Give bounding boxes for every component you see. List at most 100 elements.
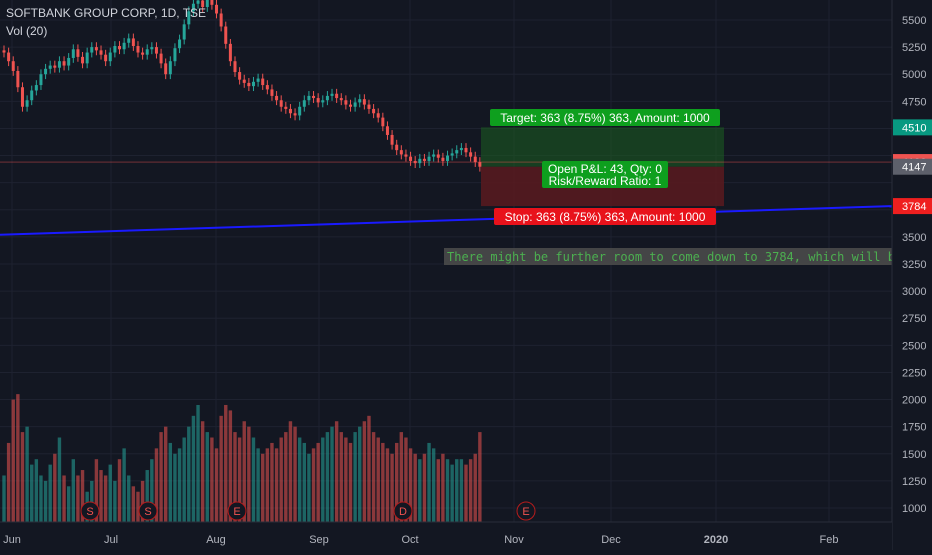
candle-body bbox=[104, 54, 108, 62]
volume-bar bbox=[219, 415, 223, 522]
volume-bar bbox=[473, 453, 477, 522]
candle-body bbox=[275, 95, 279, 101]
volume-bar bbox=[196, 404, 200, 522]
candle-body bbox=[136, 46, 140, 53]
volume-bar bbox=[117, 459, 122, 522]
candle-body bbox=[469, 152, 473, 157]
event-marker-circle bbox=[80, 501, 100, 521]
candle-body bbox=[127, 38, 131, 43]
annotation-bg bbox=[444, 248, 892, 265]
time-axis[interactable]: Jun Jul Aug Sep Oct Nov Dec 2020 Feb bbox=[0, 521, 892, 550]
annotation-text: There might be further room to come down… bbox=[447, 250, 932, 264]
candle-body bbox=[478, 162, 482, 167]
volume-bars bbox=[2, 394, 482, 522]
volume-bar bbox=[408, 448, 413, 522]
volume-bar bbox=[53, 453, 57, 522]
volume-bar bbox=[348, 442, 353, 522]
volume-bar bbox=[99, 470, 103, 522]
event-marker-letter: E bbox=[233, 506, 240, 518]
volume-bar bbox=[76, 475, 80, 522]
volume-bar bbox=[191, 415, 196, 522]
candle-body bbox=[238, 72, 242, 80]
candle-body bbox=[39, 74, 43, 86]
volume-bar bbox=[284, 432, 288, 522]
volume-bar bbox=[113, 480, 117, 522]
volume-bar bbox=[431, 448, 436, 522]
time-tick-label: Aug bbox=[206, 534, 226, 546]
target-label-bg bbox=[490, 109, 720, 126]
volume-bar bbox=[353, 432, 357, 522]
candle-body bbox=[455, 150, 459, 154]
candle-body bbox=[284, 106, 288, 109]
volume-bar bbox=[224, 404, 228, 522]
volume-bar bbox=[182, 437, 186, 522]
time-tick-label: Sep bbox=[309, 534, 329, 546]
price-tick-label: 2500 bbox=[902, 340, 926, 352]
volume-bar bbox=[62, 475, 66, 522]
volume-bar bbox=[48, 464, 52, 522]
volume-bar bbox=[358, 426, 362, 522]
price-tick-label: 1500 bbox=[902, 449, 926, 461]
volume-bar bbox=[325, 432, 330, 522]
candle-body bbox=[76, 49, 80, 57]
volume-bar bbox=[441, 453, 445, 522]
volume-bar bbox=[450, 464, 454, 522]
candle-body bbox=[159, 53, 163, 64]
price-axis[interactable]: 5500525050004750375035003250300027502500… bbox=[891, 0, 932, 550]
volume-bar bbox=[399, 432, 404, 522]
volume-bar bbox=[251, 437, 256, 522]
price-tick-label: 5250 bbox=[902, 42, 926, 54]
price-tick-label: 4750 bbox=[902, 96, 926, 108]
candle-body bbox=[25, 100, 29, 107]
event-marker: S bbox=[80, 501, 100, 521]
candle-body bbox=[113, 46, 117, 53]
volume-bar bbox=[159, 432, 163, 522]
candle-body bbox=[321, 100, 325, 103]
volume-bar bbox=[344, 437, 348, 522]
price-badge-bg bbox=[893, 119, 932, 136]
price-tick-label: 1000 bbox=[902, 503, 926, 515]
candle-body bbox=[302, 100, 306, 107]
candle-body bbox=[418, 158, 422, 164]
candle-body bbox=[224, 26, 228, 44]
candle-body bbox=[53, 65, 57, 68]
event-marker-circle bbox=[393, 501, 413, 521]
candle-body bbox=[20, 87, 24, 107]
trendline[interactable] bbox=[0, 205, 893, 236]
volume-bar bbox=[145, 470, 149, 522]
price-tick-label: 3500 bbox=[902, 232, 926, 244]
volume-bar bbox=[362, 421, 367, 522]
time-tick-label: Feb bbox=[820, 534, 839, 546]
candle-body bbox=[446, 155, 450, 161]
candle-body bbox=[256, 78, 260, 82]
price-badge: 4510 bbox=[893, 119, 932, 136]
volume-bar bbox=[39, 475, 43, 522]
candle-body bbox=[228, 43, 232, 62]
time-tick-label: Dec bbox=[601, 534, 621, 546]
volume-bar bbox=[16, 394, 20, 522]
volume-indicator-label[interactable]: Vol (20) bbox=[6, 24, 48, 38]
price-tick-label: 1250 bbox=[902, 476, 926, 488]
volume-bar bbox=[413, 453, 417, 522]
candle-body bbox=[57, 61, 61, 68]
volume-bar bbox=[468, 459, 473, 522]
volume-bar bbox=[94, 459, 99, 522]
candle-body bbox=[150, 47, 154, 50]
candle-body bbox=[164, 63, 168, 75]
candle-body bbox=[141, 52, 145, 55]
volume-bar bbox=[367, 415, 371, 522]
candle-body bbox=[191, 3, 195, 12]
volume-bar bbox=[205, 432, 209, 522]
candle-body bbox=[196, 0, 200, 4]
price-badge-text: 4147 bbox=[902, 162, 926, 174]
candle-body bbox=[353, 102, 357, 107]
volume-bar bbox=[297, 437, 302, 522]
candle-body bbox=[71, 49, 75, 58]
candle-body bbox=[94, 47, 98, 51]
stop-label-text: Stop: 363 (8.75%) 363, Amount: 1000 bbox=[505, 210, 706, 224]
candle-body bbox=[108, 52, 112, 62]
symbol-title[interactable]: SOFTBANK GROUP CORP, 1D, TSE bbox=[6, 6, 207, 20]
trade-labels: Target: 363 (8.75%) 363, Amount: 1000 Sto… bbox=[444, 109, 932, 265]
